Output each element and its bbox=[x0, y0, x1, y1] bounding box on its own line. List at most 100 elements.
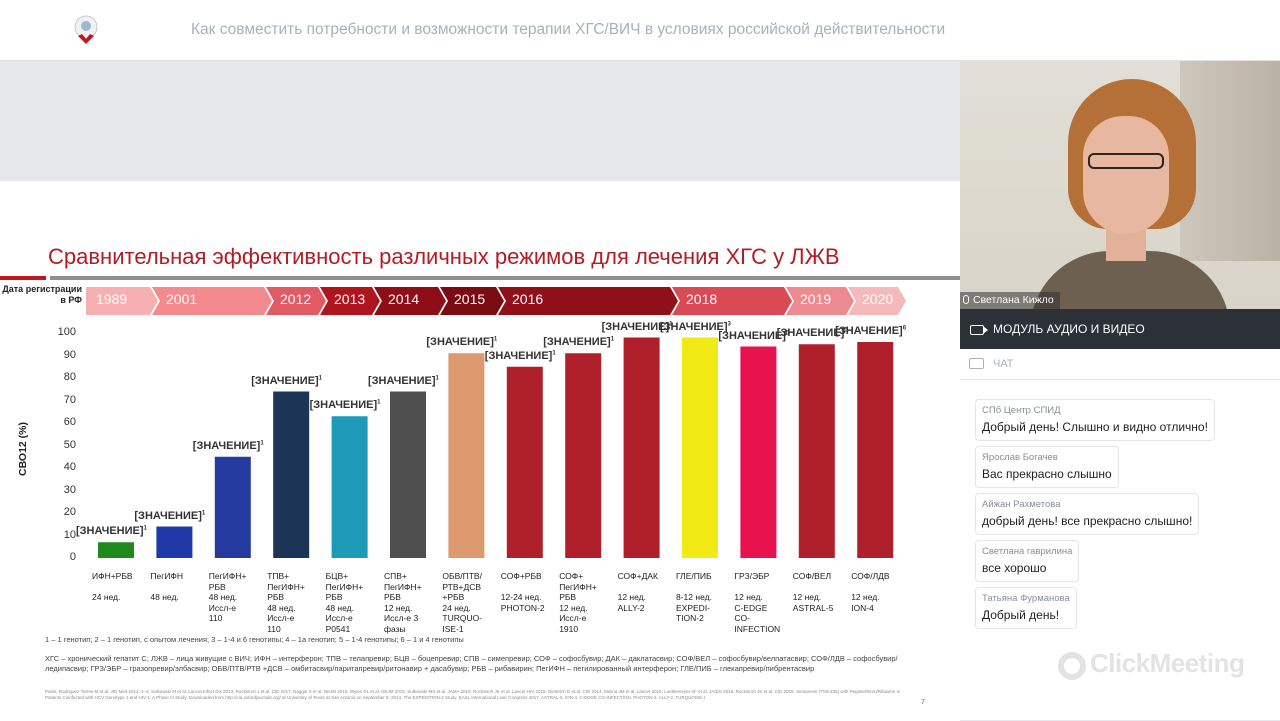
top-bar: Как совместить потребности и возможности… bbox=[0, 0, 1280, 61]
video-background bbox=[1180, 61, 1280, 261]
chart-bar bbox=[390, 391, 426, 558]
chat-icon bbox=[969, 358, 984, 369]
timeline-year: 2018 bbox=[686, 291, 718, 307]
chart-bar bbox=[623, 337, 660, 558]
audio-video-module-toggle[interactable]: МОДУЛЬ АУДИО И ВИДЕО bbox=[960, 309, 1280, 349]
chart-bar bbox=[98, 542, 134, 558]
chat-message: Светлана гаврилина все хорошо bbox=[975, 540, 1080, 582]
timeline-year: 2001 bbox=[166, 291, 198, 307]
presenter-glasses bbox=[1088, 153, 1164, 169]
chart-bar bbox=[448, 353, 485, 558]
timeline-year: 2013 bbox=[334, 291, 366, 307]
bar-data-label: [ЗНАЧЕНИЕ]5 bbox=[718, 329, 790, 342]
chat-message: Ярослав Богачев Вас прекрасно слышно bbox=[975, 446, 1119, 488]
chat-message-text: добрый день! все прекрасно слышно! bbox=[982, 514, 1193, 528]
bar-category-label: ОБВ/ПТВ/РТВ+ДСВ +РБВ 24 нед. TURQUO- ISE-1 bbox=[442, 571, 483, 634]
title-rule-accent bbox=[0, 276, 46, 280]
chart-bar bbox=[331, 416, 368, 558]
camera-icon bbox=[970, 325, 988, 335]
bar-category-label: СОФ/ЛДВ 12 нед. ION-4 bbox=[851, 571, 890, 613]
efficacy-bar-chart bbox=[98, 337, 894, 558]
chat-message-text: все хорошо bbox=[982, 561, 1047, 575]
chart-bar bbox=[565, 353, 602, 558]
chart-bar bbox=[506, 366, 543, 558]
chart-bar bbox=[798, 344, 835, 558]
registration-date-label: Дата регистрации в РФ bbox=[2, 284, 82, 305]
chart-bar bbox=[273, 391, 310, 558]
presentation-stage: Сравнительная эффективность различных ре… bbox=[0, 61, 960, 721]
clickmeeting-watermark: ClickMeeting bbox=[1090, 648, 1245, 678]
chat-message-author: Светлана гаврилина bbox=[982, 546, 1073, 557]
timeline-year: 2016 bbox=[512, 291, 544, 307]
slide: Сравнительная эффективность различных ре… bbox=[0, 181, 960, 721]
chart-bar bbox=[740, 346, 777, 558]
bar-data-label: [ЗНАЧЕНИЕ]1 bbox=[134, 509, 206, 522]
y-tick-label: 50 bbox=[63, 438, 76, 451]
title-rule bbox=[50, 276, 960, 280]
chat-message: Айжан Рахметова добрый день! все прекрас… bbox=[975, 493, 1200, 535]
timeline-year: 2012 bbox=[280, 291, 312, 307]
y-tick-label: 70 bbox=[63, 393, 76, 406]
bar-data-label: [ЗНАЧЕНИЕ]3 bbox=[660, 320, 731, 333]
bar-category-label: ПегИФН+ РБВ 48 нед. Иссл-е 110 bbox=[208, 571, 247, 623]
bar-category-label: ГЛЕ/ПИБ 8-12 нед. EXPEDI- TION-2 bbox=[676, 571, 712, 623]
chat-message-author: Татьяна Фурманова bbox=[982, 593, 1070, 604]
webinar-title: Как совместить потребности и возможности… bbox=[191, 21, 946, 38]
y-tick-label: 60 bbox=[63, 416, 76, 428]
chat-message-text: Вас прекрасно слышно bbox=[982, 467, 1112, 481]
y-tick-label: 100 bbox=[57, 326, 76, 338]
chat-message: СПб Центр СПИД Добрый день! Слышно и вид… bbox=[975, 399, 1215, 441]
chart-bar bbox=[857, 342, 894, 558]
chat-label: ЧАТ bbox=[993, 358, 1014, 370]
y-tick-label: 20 bbox=[63, 506, 76, 518]
bar-data-label: [ЗНАЧЕНИЕ]1 bbox=[368, 374, 439, 387]
slide-page-number: 7 bbox=[921, 699, 925, 706]
bar-data-label: [ЗНАЧЕНИЕ]1 bbox=[426, 336, 498, 349]
bar-category-label: СПВ+ ПегИФН+ РБВ 12 нед. Иссл-е 3 фазы bbox=[384, 571, 422, 634]
bar-category-label: ПегИФН 48 нед. bbox=[150, 571, 184, 602]
timeline-year: 2020 bbox=[862, 291, 894, 307]
clickmeeting-logo-icon bbox=[1058, 652, 1086, 680]
y-tick-label: 0 bbox=[69, 551, 76, 563]
bar-data-label: [ЗНАЧЕНИЕ]1 bbox=[76, 525, 147, 538]
chart-bar bbox=[682, 337, 718, 558]
timeline-year: 2019 bbox=[800, 291, 832, 307]
bar-data-label: [ЗНАЧЕНИЕ]1 bbox=[543, 336, 615, 349]
bar-category-label: БЦВ+ ПегИФН+ РБВ 48 нед. Иссл-е P0541 bbox=[325, 571, 364, 634]
bar-data-label: [ЗНАЧЕНИЕ]1 bbox=[192, 439, 264, 452]
bar-data-label: [ЗНАЧЕНИЕ]1 bbox=[484, 349, 556, 362]
module-label: МОДУЛЬ АУДИО И ВИДЕО bbox=[993, 322, 1145, 336]
bar-data-label: [ЗНАЧЕНИЕ]6 bbox=[835, 325, 907, 337]
y-tick-label: 10 bbox=[63, 528, 76, 541]
abbreviations-note: ХГС – хронический гепатит С; ЛЖВ – лица … bbox=[45, 654, 898, 673]
chat-message-author: Айжан Рахметова bbox=[982, 499, 1061, 510]
bar-category-label: ГРЗ/ЭБР 12 нед. C-EDGE CO- INFECTION bbox=[734, 571, 781, 634]
chart-bar bbox=[214, 456, 251, 558]
conference-logo-icon bbox=[74, 15, 98, 44]
y-tick-label: 30 bbox=[63, 483, 76, 496]
chat-message-text: Добрый день! Слышно и видно отлично! bbox=[982, 420, 1208, 434]
bar-category-label: СОФ+ ПегИФН+ РБВ 12 нед. Иссл-е 1910 bbox=[559, 571, 597, 634]
bar-category-label: СОФ+РБВ 12-24 нед. PHOTON-2 bbox=[500, 571, 545, 613]
chat-message-author: Ярослав Богачев bbox=[982, 452, 1058, 463]
references-note: Parisi, Rodriguez-Torres M et al. JID Me… bbox=[45, 689, 901, 700]
y-tick-label: 90 bbox=[63, 348, 76, 361]
participant-name: Светлана Кижло bbox=[973, 294, 1054, 306]
bar-category-label: ИФН+РБВ 24 нед. bbox=[92, 571, 133, 602]
bar-category-label: СОФ+ДАК 12 нед. ALLY-2 bbox=[617, 571, 658, 613]
presenter-video[interactable]: Светлана Кижло bbox=[960, 61, 1280, 309]
chat-header[interactable]: ЧАТ bbox=[960, 349, 1280, 380]
timeline-year: 2015 bbox=[454, 291, 486, 307]
presenter-face bbox=[1083, 116, 1169, 234]
y-tick-label: 40 bbox=[63, 461, 76, 473]
participant-name-tag: Светлана Кижло bbox=[960, 292, 1060, 309]
side-panel: Светлана Кижло МОДУЛЬ АУДИО И ВИДЕО ЧАТ … bbox=[960, 61, 1280, 720]
chat-message-text: Добрый день! bbox=[982, 608, 1060, 622]
timeline-year: 1989 bbox=[96, 291, 128, 307]
timeline-year: 2014 bbox=[388, 291, 420, 307]
genotype-footnote: 1 – 1 генотип; 2 – 1 генотип, с опытом л… bbox=[45, 635, 464, 644]
bar-category-label: ТПВ+ ПегИФН+ РБВ 48 нед. Иссл-е 110 bbox=[267, 571, 305, 634]
bar-data-label: [ЗНАЧЕНИЕ]1 bbox=[601, 320, 673, 333]
bar-data-label: [ЗНАЧЕНИЕ]1 bbox=[251, 374, 323, 387]
microphone-icon bbox=[963, 295, 969, 304]
